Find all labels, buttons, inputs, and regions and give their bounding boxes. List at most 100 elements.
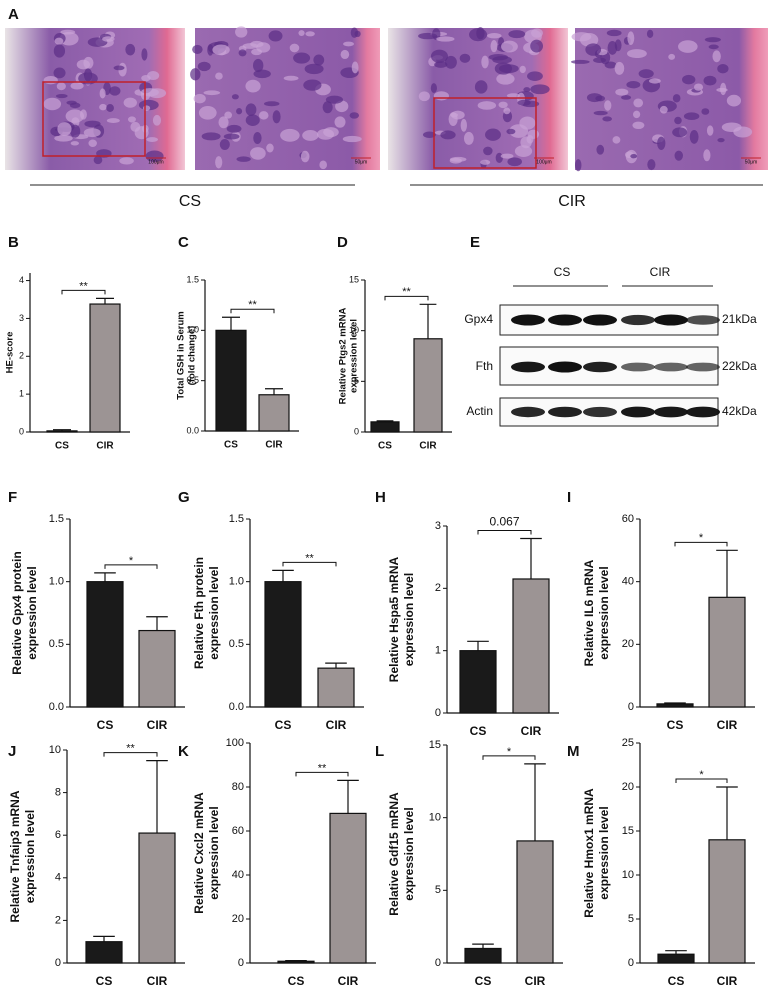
tissue-cell xyxy=(701,108,710,115)
tissue-cell xyxy=(245,114,260,126)
bar xyxy=(413,338,443,433)
panel-label: A xyxy=(8,6,19,23)
y-axis-label: Relative Ptgs2 mRNA xyxy=(338,308,349,405)
blot-band xyxy=(654,314,688,326)
tissue-cell xyxy=(693,83,704,91)
tissue-cell xyxy=(706,125,714,136)
y-tick-label: 10 xyxy=(622,869,634,881)
inset-box xyxy=(433,97,537,169)
y-tick-label: 0.0 xyxy=(49,701,64,713)
tissue-cell xyxy=(449,157,462,164)
y-axis-label: Relative Gpx4 protein xyxy=(10,551,24,674)
y-tick-label: 0 xyxy=(628,957,634,969)
sig-bracket xyxy=(282,561,337,567)
tissue-cell xyxy=(193,93,206,104)
tissue-cell xyxy=(113,65,125,71)
bar-chart: B 0 1 2 3 4 CS CIR ** HE-score xyxy=(5,234,130,452)
tissue-cell xyxy=(530,84,550,95)
blot-band xyxy=(686,362,720,372)
x-tick-label: CIR xyxy=(338,974,359,988)
error-bar xyxy=(524,763,546,841)
tissue-cell xyxy=(531,28,543,38)
y-tick-label: 60 xyxy=(232,825,244,837)
tissue-cell xyxy=(418,91,430,102)
tissue-cell xyxy=(487,33,502,39)
tissue-cell xyxy=(236,108,243,115)
blot-group: CIR xyxy=(650,265,671,279)
tissue-cell xyxy=(53,67,66,79)
tissue-cell xyxy=(88,139,97,147)
tissue-cell xyxy=(109,86,121,96)
tissue-cell xyxy=(476,27,485,40)
tissue-cell xyxy=(440,130,456,140)
blot-band xyxy=(511,361,545,373)
y-tick-label: 5 xyxy=(435,884,441,896)
tissue-cell xyxy=(123,97,137,108)
tissue-cell xyxy=(298,30,305,36)
tissue-cell xyxy=(280,128,300,142)
tissue-cell xyxy=(106,104,114,112)
tissue-cell xyxy=(215,72,223,80)
tissue-cell xyxy=(231,94,239,100)
tissue-cell xyxy=(659,105,668,114)
x-tick-label: CS xyxy=(97,718,114,732)
y-tick-label: 1.0 xyxy=(186,325,199,335)
tissue-cell xyxy=(198,106,217,120)
tissue-cell xyxy=(606,29,622,37)
y-axis-label: (fold change) xyxy=(187,326,198,386)
sig-bracket xyxy=(295,771,349,777)
bar xyxy=(46,430,78,433)
tissue-cell xyxy=(54,37,64,45)
tissue-cell xyxy=(586,93,603,103)
tissue-cell xyxy=(596,144,605,155)
tissue-cell xyxy=(527,71,543,81)
tissue-cell xyxy=(253,131,262,144)
error-bar xyxy=(337,779,359,814)
error-bar xyxy=(96,297,114,305)
tissue-cell xyxy=(70,124,81,138)
tissue-cell xyxy=(304,63,324,75)
y-axis-label: expression level xyxy=(207,566,221,659)
tissue-cell xyxy=(83,128,101,138)
tissue-cell xyxy=(717,64,729,74)
tissue-cell xyxy=(325,95,344,104)
y-tick-label: 3 xyxy=(435,520,441,532)
tissue-cell xyxy=(436,36,455,42)
bar xyxy=(657,953,695,964)
error-bar xyxy=(419,303,437,339)
tissue-cell xyxy=(646,29,654,39)
tissue-cell xyxy=(490,40,498,53)
bar xyxy=(264,581,302,708)
tissue-cell xyxy=(293,52,311,64)
blot-band xyxy=(548,314,582,326)
y-tick-label: 15 xyxy=(429,739,441,751)
y-tick-label: 4 xyxy=(19,275,24,285)
tissue-cell xyxy=(444,55,457,69)
tissue-cell xyxy=(463,131,474,145)
error-bar xyxy=(467,640,489,651)
tissue-cell xyxy=(483,146,493,156)
tissue-cell xyxy=(65,109,85,123)
y-tick-label: 0 xyxy=(435,707,441,719)
tissue-cell xyxy=(509,124,529,138)
histology-images xyxy=(5,26,768,172)
panel-label: E xyxy=(470,234,480,251)
tissue-cell xyxy=(66,100,77,105)
scale-bar-label: 50μm xyxy=(355,159,368,165)
error-bar xyxy=(325,662,347,669)
blot-band xyxy=(654,406,688,418)
tissue-cell xyxy=(55,94,68,99)
y-axis-label: Relative Tnfaip3 mRNA xyxy=(8,790,22,922)
bar xyxy=(708,839,746,964)
y-tick-label: 0 xyxy=(238,957,244,969)
tissue-cell xyxy=(245,103,257,117)
bar xyxy=(464,947,502,964)
tissue-cell xyxy=(322,101,333,114)
tissue-cell xyxy=(141,74,151,82)
tissue-cell xyxy=(70,82,84,90)
tissue-cell xyxy=(627,31,635,45)
x-tick-label: CIR xyxy=(717,718,738,732)
tissue-cell xyxy=(43,76,58,85)
tissue-cell xyxy=(197,61,211,72)
tissue-cell xyxy=(602,116,612,122)
